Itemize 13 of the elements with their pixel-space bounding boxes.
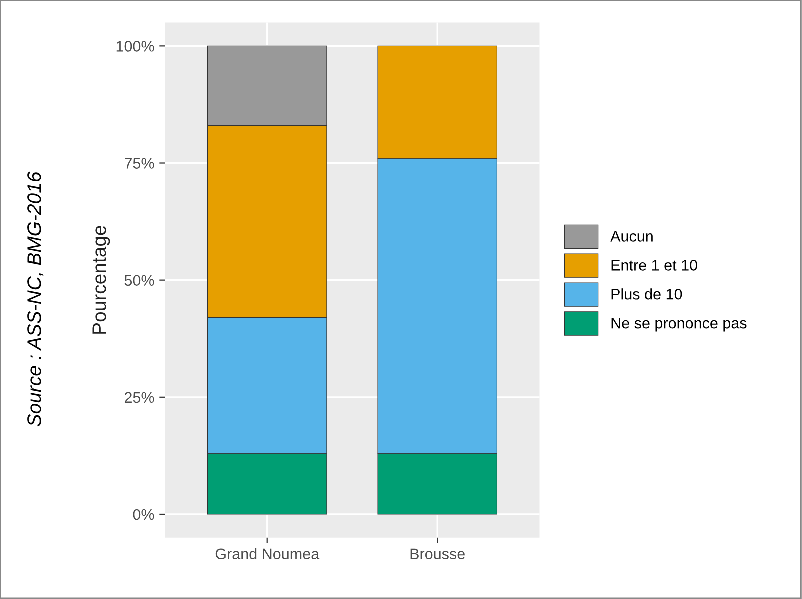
legend-label: Entre 1 et 10 (612, 260, 698, 271)
source-note: Source : ASS-NC, BMG-2016 (28, 172, 44, 427)
y-tick-label: 75% (125, 158, 154, 169)
y-tick-label: 0% (133, 509, 154, 520)
y-tick-label: 50% (124, 275, 154, 286)
legend-label: Plus de 10 (612, 288, 682, 300)
legend-label: Aucun (610, 231, 653, 242)
y-tick-label: 25% (124, 392, 154, 404)
x-tick-label: Grand Noumea (216, 548, 320, 560)
y-axis-title: Pourcentage (92, 226, 110, 334)
x-tick-label: Brousse (410, 548, 465, 560)
legend-label: Ne se prononce pas (612, 318, 747, 332)
y-tick-label: 100% (116, 41, 154, 52)
